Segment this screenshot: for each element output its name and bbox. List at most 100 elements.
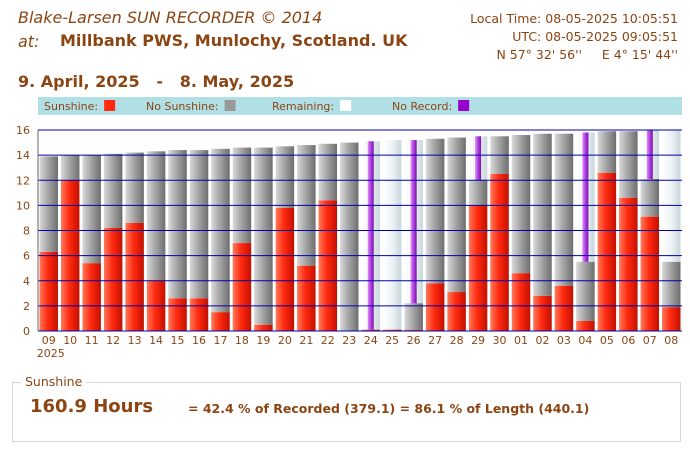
x-tick-17: 17: [213, 334, 227, 347]
sunshine-bar-20: [275, 207, 295, 331]
sunshine-bar-06: [619, 197, 638, 331]
legend-swatch-sunshine: [104, 100, 116, 111]
no-sunshine-bar-09: [39, 156, 58, 252]
no-sunshine-bar-27: [425, 138, 445, 284]
legend-label-no-sunshine: No Sunshine:: [146, 100, 219, 113]
legend-label-no-record: No Record:: [392, 100, 452, 113]
legend-band: [38, 97, 682, 115]
no-sunshine-bar-19: [254, 147, 273, 325]
app-title: Blake-Larsen SUN RECORDER © 2014: [18, 8, 323, 27]
x-tick-01: 01: [514, 334, 528, 347]
no-sunshine-bar-12: [103, 153, 123, 228]
coordinates: N 57° 32' 56'' E 4° 15' 44'': [496, 47, 678, 62]
sunshine-chart: Sunshine: No Sunshine: Remaining: No Record…: [16, 97, 682, 360]
x-tick-23: 23: [342, 334, 356, 347]
sunshine-percentages: = 42.4 % of Recorded (379.1) = 86.1 % of…: [188, 401, 590, 416]
no-sunshine-bar-13: [125, 152, 144, 223]
no-sunshine-bar-16: [189, 150, 209, 299]
y-tick-16: 16: [16, 124, 30, 137]
y-tick-6: 6: [23, 250, 30, 263]
y-axis: 0 2 4 6 8 10 12 14 16: [16, 124, 39, 338]
sunshine-bar-03: [554, 285, 574, 331]
sunshine-bar-08: [662, 307, 681, 331]
x-tick-21: 21: [299, 334, 313, 347]
sunshine-bar-04: [576, 320, 595, 331]
no-sunshine-bar-20: [275, 146, 295, 208]
local-time: Local Time: 08-05-2025 10:05:51: [470, 11, 678, 26]
sunshine-bar-25: [382, 329, 402, 331]
legend: Sunshine: No Sunshine: Remaining: No Record…: [44, 100, 470, 113]
legend-label-sunshine: Sunshine:: [44, 100, 98, 113]
at-label: at:: [18, 32, 40, 51]
sunshine-bar-11: [82, 263, 101, 331]
sunshine-bar-02: [533, 295, 552, 331]
no-sunshine-bar-14: [146, 151, 166, 281]
x-tick-04: 04: [578, 334, 592, 347]
x-tick-06: 06: [621, 334, 635, 347]
sunshine-bar-18: [232, 243, 252, 331]
no-sunshine-bar-18: [232, 147, 252, 244]
no-record-bar-26: [410, 140, 417, 304]
x-tick-14: 14: [149, 334, 163, 347]
no-sunshine-bar-15: [168, 150, 187, 299]
summary-legend: Sunshine: [21, 374, 87, 389]
x-tick-10: 10: [63, 334, 77, 347]
x-tick-30: 30: [493, 334, 507, 347]
y-tick-12: 12: [16, 174, 30, 187]
no-sunshine-bar-28: [447, 137, 466, 293]
x-tick-24: 24: [364, 334, 378, 347]
sunshine-bar-05: [597, 172, 617, 331]
x-tick-03: 03: [557, 334, 571, 347]
x-tick-02: 02: [535, 334, 549, 347]
date-range: 9. April, 2025 - 8. May, 2025: [18, 72, 295, 91]
sunshine-bar-28: [447, 292, 466, 331]
x-tick-25: 25: [385, 334, 399, 347]
sunshine-bar-15: [168, 298, 187, 331]
sunshine-hours: 160.9 Hours: [30, 396, 154, 417]
x-tick-29: 29: [471, 334, 485, 347]
summary-box: Sunshine 160.9 Hours = 42.4 % of Recorde…: [12, 374, 681, 442]
y-tick-10: 10: [16, 199, 30, 212]
x-tick-16: 16: [192, 334, 206, 347]
sunshine-bar-29: [468, 205, 488, 331]
sunshine-bar-19: [254, 324, 273, 331]
no-sunshine-bar-02: [533, 133, 552, 296]
time-info: Local Time: 08-05-2025 10:05:51 UTC: 08-…: [470, 10, 678, 64]
x-tick-11: 11: [85, 334, 99, 347]
y-tick-8: 8: [23, 225, 30, 238]
no-sunshine-bar-10: [60, 155, 80, 181]
gridlines: [38, 129, 682, 332]
x-tick-07: 07: [643, 334, 657, 347]
remaining-bar-25: [382, 140, 402, 331]
no-sunshine-bar-07: [640, 178, 660, 217]
station-name: Millbank PWS, Munlochy, Scotland. UK: [60, 31, 408, 50]
x-tick-08: 08: [664, 334, 678, 347]
x-tick-13: 13: [128, 334, 142, 347]
y-tick-4: 4: [23, 275, 30, 288]
sunshine-bar-17: [211, 312, 230, 331]
no-sunshine-bar-01: [511, 135, 531, 274]
no-sunshine-bar-03: [554, 133, 574, 286]
sunshine-bar-30: [490, 173, 509, 331]
x-tick-09: 09: [42, 334, 56, 347]
legend-label-remaining: Remaining:: [272, 100, 334, 113]
x-tick-15: 15: [171, 334, 185, 347]
x-tick-18: 18: [235, 334, 249, 347]
x-tick-12: 12: [106, 334, 120, 347]
no-record-bar-24: [367, 141, 374, 330]
x-tick-26: 26: [407, 334, 421, 347]
sunshine-bar-09: [39, 251, 58, 331]
no-sunshine-bar-26: [404, 303, 423, 330]
x-axis: 09 10 11 12 13 14 15 16 17 18 19 20 21 22 23 24 25 26 27 28…: [37, 334, 679, 360]
no-sunshine-bar-29: [468, 180, 488, 206]
y-tick-2: 2: [23, 300, 30, 313]
x-tick-year: 2025: [37, 347, 65, 360]
no-sunshine-bar-23: [340, 142, 359, 331]
legend-swatch-no-sunshine: [224, 100, 236, 111]
sunshine-bar-27: [425, 283, 445, 331]
x-tick-28: 28: [450, 334, 464, 347]
no-sunshine-bar-11: [82, 155, 101, 264]
sunshine-bar-12: [103, 227, 123, 331]
legend-swatch-no-record: [458, 100, 470, 111]
x-tick-20: 20: [278, 334, 292, 347]
